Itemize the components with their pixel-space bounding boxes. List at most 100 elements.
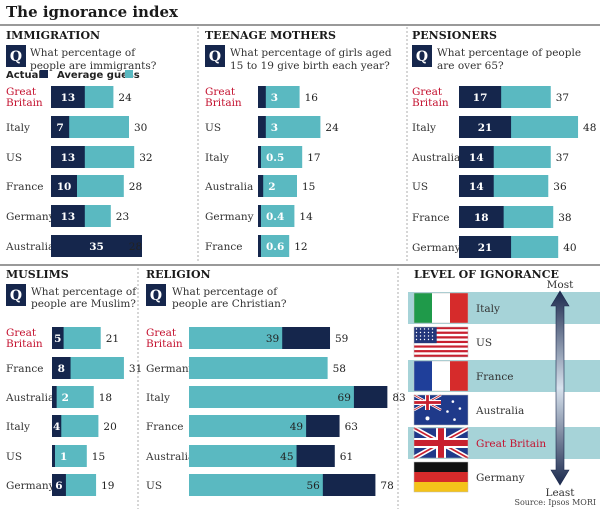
actual-value-label: 18 — [474, 212, 489, 224]
flag-stripe — [414, 340, 468, 344]
actual-value-label: 13 — [61, 152, 76, 164]
guess-value-label: 37 — [556, 152, 569, 164]
flag-border — [413, 326, 469, 358]
guess-value-label: 24 — [118, 92, 132, 104]
flag-stripe — [414, 462, 468, 472]
religion-heading: RELIGION — [146, 268, 211, 281]
category-label: France — [146, 421, 183, 433]
flag-star — [415, 335, 418, 337]
category-label: US — [205, 122, 221, 134]
ignorance-heading: LEVEL OF IGNORANCE — [414, 268, 559, 281]
ignorance-scale-arrow — [550, 290, 570, 486]
category-label: Great — [6, 86, 37, 98]
flag-star — [427, 338, 430, 341]
guess-bar — [189, 415, 307, 437]
guess-value-label: 36 — [553, 181, 567, 193]
actual-value-label: 7 — [56, 122, 63, 134]
muslims-question-line-2: people are Muslim? — [31, 298, 136, 310]
flag-stripe — [414, 343, 468, 346]
guess-bar — [189, 386, 354, 408]
flag-star — [419, 328, 422, 330]
ignorance-country-label: Germany — [476, 472, 525, 484]
category-label: France — [6, 181, 43, 193]
actual-value-label: 8 — [58, 363, 65, 375]
flag-stripe — [414, 333, 468, 337]
guess-bar — [189, 445, 297, 467]
flag-stripe — [414, 354, 468, 357]
guess-value-label: 19 — [101, 480, 114, 492]
actual-bar — [51, 235, 142, 257]
actual-bar — [52, 357, 71, 379]
guess-value-label: 23 — [116, 211, 129, 223]
ignorance-row: Italy — [408, 292, 600, 324]
flag-star — [423, 335, 426, 337]
muslims-question-line-1: What percentage of — [31, 286, 137, 298]
actual-value-label: 13 — [61, 92, 76, 104]
immigration-heading: IMMIGRATION — [6, 29, 100, 42]
category-label: Australia — [145, 451, 194, 463]
flag-star — [453, 418, 456, 421]
flag-star — [423, 338, 426, 341]
category-label: Great — [412, 86, 443, 98]
flag-border — [413, 394, 469, 426]
actual-value-label: 0.5 — [266, 152, 284, 164]
actual-value-label: 83 — [392, 392, 405, 404]
actual-bar — [459, 86, 502, 108]
flag-stripe — [414, 472, 468, 482]
category-label: Australia — [5, 392, 54, 404]
category-label: Britain — [412, 97, 449, 109]
category-label: US — [6, 152, 22, 164]
actual-value-label: 17 — [473, 92, 488, 104]
guess-bar — [189, 357, 328, 379]
guess-bar — [51, 116, 129, 138]
pensioners-question-line-1: What percentage of people — [437, 47, 581, 59]
guess-value-label: 69 — [338, 392, 351, 404]
germany-flag — [413, 461, 469, 493]
actual-bar — [51, 205, 85, 227]
immigration-q-letter: Q — [10, 49, 22, 65]
actual-value-label: 59 — [335, 333, 348, 345]
source-note: Source: Ipsos MORI — [514, 498, 596, 507]
ignorance-country-label: France — [476, 371, 513, 383]
religion-question-line-2: people are Christian? — [172, 298, 287, 310]
flag-border — [413, 427, 469, 459]
category-label: Germany — [6, 211, 55, 223]
muslims-q-badge — [6, 284, 26, 306]
flag-stripe — [414, 331, 468, 334]
scale-least-label: Least — [545, 487, 575, 499]
uk-flag — [412, 425, 470, 461]
guess-value-label: 15 — [302, 181, 315, 193]
category-label: Britain — [6, 338, 43, 350]
actual-value-label: 2 — [268, 181, 275, 193]
flag-star — [419, 335, 422, 337]
ignorance-country-label: Great Britain — [476, 438, 546, 450]
guess-value-label: 21 — [106, 333, 119, 345]
guess-value-label: 48 — [583, 122, 596, 134]
actual-bar — [459, 116, 512, 138]
category-label: Australia — [204, 181, 253, 193]
ignorance-row: Great Britain — [408, 425, 600, 461]
ignorance-row: France — [408, 360, 600, 392]
actual-bar — [258, 205, 261, 227]
ignorance-panel: LEVEL OF IGNORANCE Italy US France Australia… — [408, 268, 600, 499]
category-label: Italy — [146, 392, 170, 404]
guess-bar — [189, 474, 323, 496]
guess-bar — [258, 235, 290, 257]
actual-value-label: 13 — [61, 211, 76, 223]
legend-guess-label: Average guess — [57, 70, 140, 81]
flag-stripe — [414, 293, 432, 323]
flag-border — [413, 292, 469, 324]
actual-value-label: 10 — [57, 181, 72, 193]
actual-bar — [459, 146, 494, 168]
pensioners-q-letter: Q — [416, 49, 428, 65]
guess-bar — [258, 86, 300, 108]
pensioners-heading: PENSIONERS — [412, 29, 497, 42]
muslims-heading: MUSLIMS — [6, 268, 69, 281]
flag-star — [423, 328, 426, 330]
category-label: France — [205, 241, 242, 253]
guess-value-label: 24 — [325, 122, 339, 134]
flag-star — [427, 328, 430, 330]
flag-stripe — [414, 345, 468, 348]
